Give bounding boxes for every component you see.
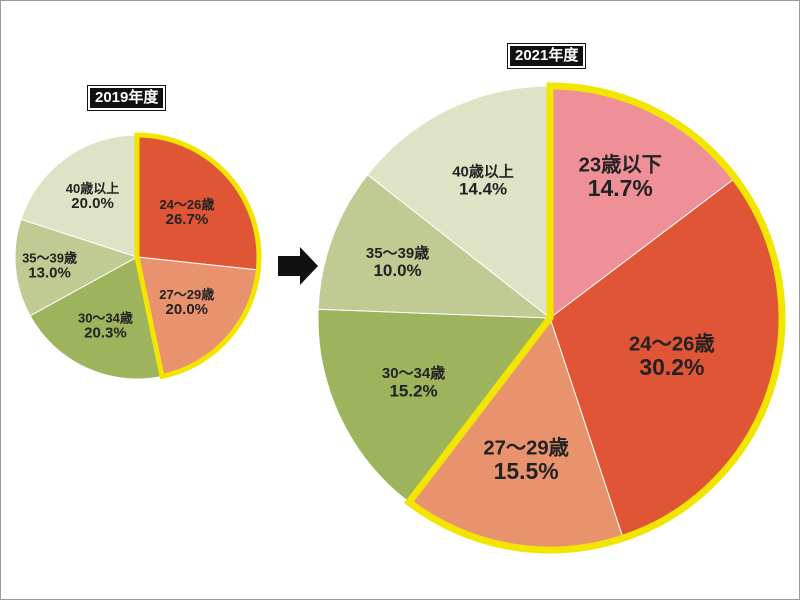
slice-value: 13.0% (28, 264, 71, 281)
slice-label: 40歳以上 (66, 181, 119, 196)
pie-slice (317, 308, 551, 503)
slice-value: 26.7% (166, 211, 209, 228)
slice-label: 27〜29歳 (483, 435, 569, 459)
slice-label: 30〜34歳 (382, 364, 445, 382)
pie-slice (14, 218, 139, 317)
highlight-outline (134, 132, 262, 380)
highlight-outline (404, 82, 786, 554)
slice-label: 35〜39歳 (366, 244, 429, 262)
slice-label: 23歳以下 (579, 152, 662, 176)
slice-label: 24〜26歳 (629, 332, 715, 356)
slice-label: 40歳以上 (452, 162, 514, 180)
slice-value: 20.3% (84, 325, 127, 342)
slice-value: 10.0% (373, 261, 421, 280)
pie-slice (29, 256, 163, 380)
pie-slice (366, 85, 551, 320)
pie-chart-2019: 24〜26歳26.7%27〜29歳20.0%30〜34歳20.3%35〜39歳1… (14, 132, 262, 380)
slice-value: 20.0% (165, 301, 208, 318)
year-label-2019: 2019年度 (86, 85, 167, 111)
slice-value: 15.5% (494, 458, 559, 484)
slice-label: 35〜39歳 (22, 250, 77, 265)
slice-label: 24〜26歳 (159, 197, 214, 212)
pie-slice (20, 134, 138, 258)
slice-value: 30.2% (639, 354, 704, 380)
slice-label: 30〜34歳 (78, 311, 133, 326)
slice-label: 27〜29歳 (159, 287, 214, 302)
slice-value: 14.4% (459, 179, 507, 198)
slice-value: 20.0% (71, 195, 114, 212)
slice-value: 15.2% (389, 381, 437, 400)
pie-slice (317, 173, 552, 319)
slice-value: 14.7% (588, 175, 653, 201)
year-label-2021: 2021年度 (506, 43, 587, 69)
right-arrow-icon (278, 247, 318, 285)
